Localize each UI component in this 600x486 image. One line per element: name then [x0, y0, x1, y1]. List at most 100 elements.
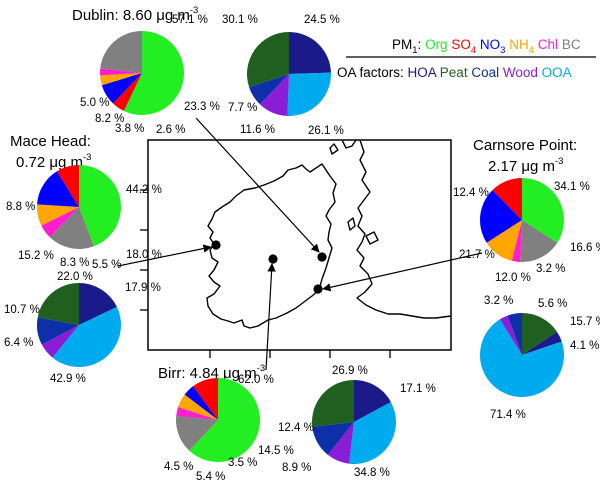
- slice-label-org: 34.1 %: [554, 181, 590, 193]
- pie-slice-so4: [492, 178, 522, 220]
- pie-slice-ooa: [52, 306, 121, 367]
- slice-label-peat: 30.1 %: [222, 14, 258, 26]
- legend-item: Wood: [503, 65, 542, 80]
- islay: [329, 143, 339, 155]
- site-marker-birr: [268, 254, 278, 264]
- anglesey: [365, 231, 379, 245]
- legend-item: NH: [509, 37, 529, 52]
- pie-slice-so4: [193, 378, 218, 420]
- legend-item: NO: [480, 37, 500, 52]
- site-title-macehead-line1: Mace Head:: [10, 133, 91, 150]
- slice-label-so4: 12.4 %: [453, 187, 489, 199]
- pie-slice-nh4: [486, 220, 522, 261]
- pie-slice-so4: [56, 165, 79, 207]
- pie-slice-nh4: [100, 73, 142, 86]
- pie-slice-coal: [36, 317, 79, 345]
- legend-item: Org: [425, 37, 448, 52]
- slice-label-no3: 21.7 %: [459, 249, 495, 261]
- pie-slice-coal: [507, 313, 522, 355]
- legend-item: HOA: [408, 65, 440, 80]
- slice-label-so4: 8.8 %: [6, 201, 35, 213]
- legend-item: SO: [451, 37, 471, 52]
- pie-slice-peat: [37, 283, 79, 325]
- pie-slice-nh4: [178, 394, 218, 420]
- slice-label-chl: 2.6 %: [156, 124, 185, 136]
- slice-label-ooa: 34.8 %: [354, 467, 390, 479]
- pie-slice-ooa: [287, 72, 332, 116]
- slice-label-wood: 11.6 %: [240, 124, 275, 136]
- slice-label-peat: 22.0 %: [57, 271, 93, 283]
- slice-label-nh4: 5.4 %: [196, 471, 225, 483]
- pie-birr-pm1: 62.0 % 14.5 %3.5 %5.4 %4.5 %: [164, 374, 294, 483]
- legend-item: Chl: [538, 37, 558, 52]
- pie-slice-bc: [49, 207, 94, 249]
- britain-coastline: [356, 139, 452, 319]
- slice-label-peat: 15.7 %: [570, 316, 600, 328]
- pie-slice-peat: [247, 32, 289, 88]
- pie-slice-chl: [176, 407, 218, 420]
- pie-slice-ooa: [480, 319, 565, 397]
- pie-slice-chl: [41, 207, 79, 238]
- slice-label-hoa: 17.1 %: [400, 383, 436, 395]
- pie-macehead-pm1: 44.2 % 18.0 % 5.5 %8.3 % 15.2 % 8.8 %: [6, 165, 162, 271]
- slice-label-peat: 26.9 %: [332, 365, 368, 377]
- pie-slice-wood: [327, 422, 354, 464]
- pie-slice-ooa: [349, 401, 397, 465]
- slice-label-chl: 5.5 %: [92, 259, 121, 271]
- slice-label-coal: 5.6 %: [538, 298, 567, 310]
- legend-item: Coal: [471, 65, 503, 80]
- pie-slice-wood: [499, 315, 522, 355]
- arrow-birr: [265, 263, 276, 371]
- pie-slice-bc: [520, 220, 558, 263]
- pie-slice-peat: [522, 313, 558, 355]
- slice-label-org: 44.2 %: [126, 184, 162, 196]
- site-title-carnsore: 2.17 μg m-3: [488, 156, 563, 175]
- slice-label-no3: 4.5 %: [164, 461, 193, 473]
- slice-label-bc: 23.3 %: [184, 101, 220, 113]
- pie-carnsore-pm1: 34.1 % 16.6 % 3.2 % 12.0 %21.7 % 12.4 %: [453, 177, 600, 284]
- site-title-macehead: 0.72 μg m-3: [16, 152, 91, 171]
- pie-slice-bc: [176, 416, 218, 451]
- legend-pm-row: PM1: Org SO4 NO3 NH4 Chl BC: [392, 37, 581, 56]
- pie-slice-chl: [100, 68, 142, 76]
- site-marker-dublin: [317, 252, 327, 262]
- slice-label-no3: 8.2 %: [95, 113, 124, 125]
- arrow-macehead: [117, 244, 212, 267]
- coastlines: [206, 139, 452, 329]
- slice-label-nh4: 3.8 %: [115, 123, 144, 135]
- slice-label-bc: 16.6 %: [570, 242, 600, 254]
- slice-label-ooa: 71.4 %: [490, 409, 526, 421]
- slice-label-ooa: 26.1 %: [308, 125, 344, 137]
- slice-label-wood: 3.2 %: [484, 295, 513, 307]
- site-marker-carnsore: [313, 284, 323, 294]
- legend-item: Peat: [440, 65, 472, 80]
- slice-label-coal: 10.7 %: [4, 304, 40, 316]
- isle-of-man: [347, 217, 356, 231]
- site-title-dublin: Dublin: 8.60 μg m-3: [72, 5, 198, 24]
- legend-oa-row: OA factors: HOA Peat Coal Wood OOA: [337, 65, 572, 80]
- pie-slice-peat: [311, 380, 354, 427]
- site-marker-macehead: [211, 240, 221, 250]
- arrows: [117, 117, 483, 371]
- slice-label-ooa: 42.9 %: [50, 373, 86, 385]
- pie-slice-hoa: [522, 331, 562, 355]
- legend-item: BC: [562, 37, 581, 52]
- pie-slice-hoa: [289, 32, 331, 74]
- slice-label-chl: 3.2 %: [536, 263, 565, 275]
- pie-slice-coal: [249, 74, 289, 105]
- map-frame: [147, 139, 452, 351]
- pie-carnsore-oa: 15.7 % 4.1 % 71.4 % 3.2 % 5.6 %: [480, 295, 600, 421]
- pie-macehead-oa: 17.9 % 42.9 % 6.4 % 10.7 % 22.0 %: [4, 271, 161, 385]
- pie-birr-oa: 17.1 % 34.8 % 8.9 % 12.4 % 26.9 %: [278, 365, 436, 479]
- slice-label-hoa: 4.1 %: [570, 340, 599, 352]
- slice-label-nh4: 8.3 %: [60, 257, 89, 269]
- slice-label-coal: 7.7 %: [228, 102, 257, 114]
- pie-slice-org: [189, 378, 260, 462]
- slice-label-nh4: 12.0 %: [495, 272, 531, 284]
- pie-slice-bc: [100, 31, 142, 73]
- pie-slice-wood: [259, 74, 289, 116]
- ireland-coastline: [206, 163, 337, 329]
- slice-label-org: 62.0 %: [238, 374, 274, 386]
- scotland-coastline: [341, 139, 357, 149]
- pie-slice-org: [79, 165, 121, 247]
